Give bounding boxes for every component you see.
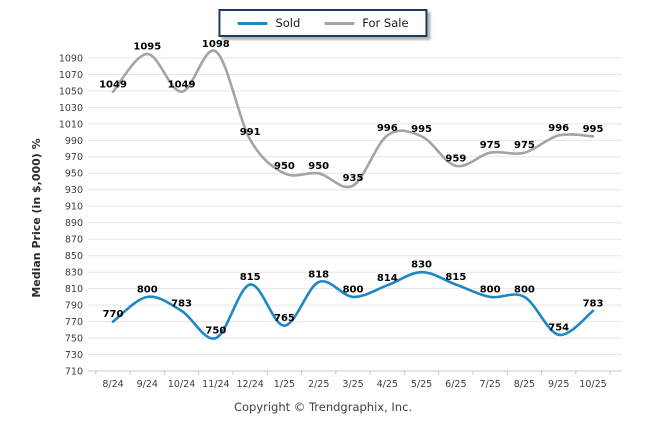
data-label: 754	[548, 322, 569, 333]
data-label: 975	[480, 140, 501, 151]
y-tick-label: 910	[65, 202, 83, 213]
data-label: 765	[274, 313, 295, 324]
x-tick-label: 2/25	[308, 379, 329, 390]
data-label: 815	[240, 272, 261, 283]
data-label: 800	[514, 284, 535, 295]
sold-line-swatch	[237, 21, 268, 25]
x-tick-label: 4/25	[377, 379, 398, 390]
data-label: 800	[480, 284, 501, 295]
data-label: 800	[343, 284, 364, 295]
x-tick-label: 1/25	[274, 379, 295, 390]
legend-label-for-sale: For Sale	[362, 16, 409, 30]
copyright-text: Copyright © Trendgraphix, Inc.	[233, 400, 413, 414]
data-label: 995	[411, 124, 432, 135]
y-tick-label: 830	[65, 268, 83, 279]
data-label: 800	[137, 284, 158, 295]
x-tick-label: 11/24	[202, 379, 229, 390]
data-label: 995	[583, 124, 604, 135]
chart-legend: Sold For Sale	[218, 9, 428, 37]
x-tick-label: 8/24	[102, 379, 123, 390]
data-label: 935	[343, 173, 364, 184]
x-tick-label: 9/24	[137, 379, 158, 390]
legend-item-for-sale: For Sale	[324, 16, 409, 30]
y-tick-label: 1090	[59, 53, 83, 64]
y-tick-label: 730	[65, 350, 83, 361]
data-label: 815	[445, 272, 466, 283]
y-tick-label: 1050	[59, 86, 83, 97]
data-label: 783	[171, 298, 192, 309]
x-tick-label: 8/25	[514, 379, 535, 390]
series-line-for-sale	[111, 49, 595, 189]
data-label: 1049	[168, 79, 196, 90]
y-tick-label: 1010	[59, 119, 83, 130]
y-tick-label: 1070	[59, 70, 83, 81]
y-tick-label: 710	[65, 366, 83, 377]
data-label: 770	[103, 309, 124, 320]
x-tick-label: 5/25	[411, 379, 432, 390]
x-tick-label: 7/25	[479, 379, 500, 390]
y-tick-label: 950	[65, 169, 83, 180]
data-label: 750	[205, 326, 226, 337]
data-label: 830	[411, 260, 432, 271]
x-tick-label: 6/25	[445, 379, 466, 390]
data-label: 818	[308, 270, 329, 281]
legend-item-sold: Sold	[237, 16, 300, 30]
y-tick-label: 770	[65, 317, 83, 328]
data-label: 991	[240, 127, 261, 138]
data-label: 950	[274, 161, 295, 172]
x-tick-label: 10/24	[168, 379, 195, 390]
legend-label-sold: Sold	[275, 16, 301, 30]
data-label: 1095	[133, 41, 161, 52]
data-label: 1098	[202, 39, 230, 50]
x-tick-label: 10/25	[579, 379, 606, 390]
y-tick-label: 990	[65, 136, 83, 147]
x-tick-label: 3/25	[342, 379, 363, 390]
series-line-sold	[111, 270, 595, 340]
y-tick-label: 810	[65, 284, 83, 295]
data-label: 814	[377, 273, 398, 284]
data-label: 996	[548, 123, 569, 134]
data-label: 783	[583, 298, 604, 309]
data-label: 950	[308, 161, 329, 172]
data-label: 1049	[99, 79, 127, 90]
data-label: 959	[445, 153, 466, 164]
y-axis-title: Median Price (in $,000) %	[30, 138, 43, 297]
y-tick-label: 790	[65, 301, 83, 312]
y-tick-label: 930	[65, 185, 83, 196]
x-tick-label: 12/24	[236, 379, 263, 390]
data-label: 996	[377, 123, 398, 134]
y-tick-label: 890	[65, 218, 83, 229]
y-tick-label: 970	[65, 152, 83, 163]
y-tick-label: 1030	[59, 103, 83, 114]
data-label: 975	[514, 140, 535, 151]
y-tick-label: 750	[65, 334, 83, 345]
y-tick-label: 850	[65, 251, 83, 262]
y-tick-label: 870	[65, 235, 83, 246]
x-tick-label: 9/25	[548, 379, 569, 390]
for-sale-line-swatch	[324, 21, 355, 25]
